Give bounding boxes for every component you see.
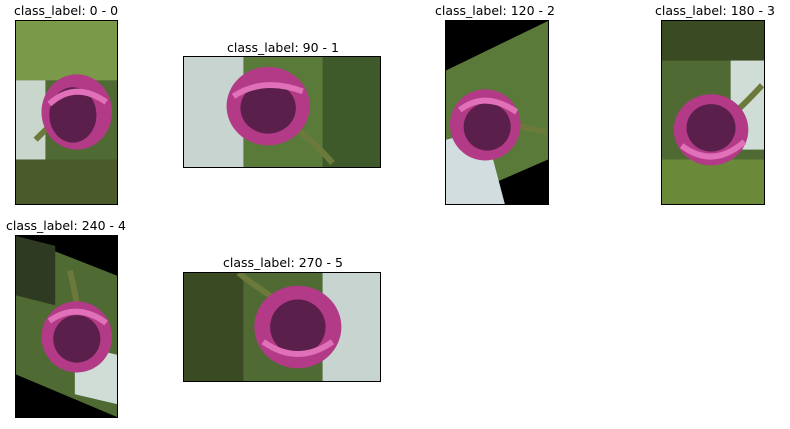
tulip-image-5 xyxy=(184,273,380,381)
panel-title-3: class_label: 180 - 3 xyxy=(655,3,775,18)
panel-title-2: class_label: 120 - 2 xyxy=(435,3,555,18)
image-panel-1 xyxy=(183,56,381,168)
tulip-image-2 xyxy=(446,21,548,204)
tulip-image-4 xyxy=(16,236,117,417)
tulip-image-0 xyxy=(16,21,117,204)
image-panel-0 xyxy=(15,20,118,205)
panel-title-1: class_label: 90 - 1 xyxy=(226,40,339,55)
tulip-image-3 xyxy=(662,21,764,204)
image-panel-2 xyxy=(445,20,549,205)
panel-title-5: class_label: 270 - 5 xyxy=(223,255,343,270)
image-panel-5 xyxy=(183,272,381,382)
tulip-image-1 xyxy=(184,57,380,167)
panel-title-4: class_label: 240 - 4 xyxy=(6,218,126,233)
image-panel-3 xyxy=(661,20,765,205)
image-panel-4 xyxy=(15,235,118,418)
panel-title-0: class_label: 0 - 0 xyxy=(13,3,119,18)
